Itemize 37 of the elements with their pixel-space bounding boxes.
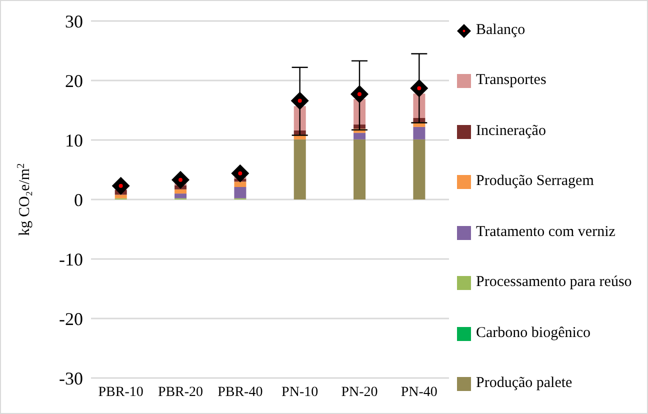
x-tick-label: PBR-10 xyxy=(98,384,144,400)
x-tick-label: PN-20 xyxy=(341,384,378,400)
bar xyxy=(413,139,426,200)
x-tick-label: PN-10 xyxy=(282,384,318,400)
point xyxy=(231,164,250,182)
bar xyxy=(413,126,426,140)
legend-label: Transportes xyxy=(476,72,546,90)
point xyxy=(350,85,368,104)
x-tick-label: PN-40 xyxy=(400,384,438,400)
y-tick-label: 0 xyxy=(74,190,83,210)
point xyxy=(410,79,428,98)
legend-label: Carbono biogênico xyxy=(476,324,591,342)
bar xyxy=(354,139,366,200)
legend-label: Produção palete xyxy=(476,374,572,392)
legend-label: Tratamento com verniz xyxy=(476,224,616,241)
point xyxy=(290,92,309,110)
x-tick-label: PBR-40 xyxy=(218,384,263,400)
y-tick-label: 30 xyxy=(65,11,83,32)
point xyxy=(112,176,130,195)
y-tick-label: -30 xyxy=(59,368,83,388)
x-tick-label: PBR-20 xyxy=(158,384,204,400)
bar xyxy=(234,182,246,188)
y-tick-label: 20 xyxy=(65,70,83,91)
y-tick-label: -10 xyxy=(59,249,83,270)
bar xyxy=(294,139,306,200)
bar xyxy=(234,187,246,198)
legend-label: Incineração xyxy=(476,122,546,140)
bar xyxy=(174,194,187,198)
legend-label: Balanço xyxy=(476,22,526,39)
y-tick-label: 10 xyxy=(65,130,83,150)
legend-label: Processamento para reúso xyxy=(476,274,632,292)
y-tick-label: -20 xyxy=(59,308,83,329)
point xyxy=(172,170,190,189)
legend-label: Produção Serragem xyxy=(476,173,594,190)
bar xyxy=(174,189,187,194)
bar xyxy=(354,132,366,140)
bar xyxy=(114,194,127,198)
